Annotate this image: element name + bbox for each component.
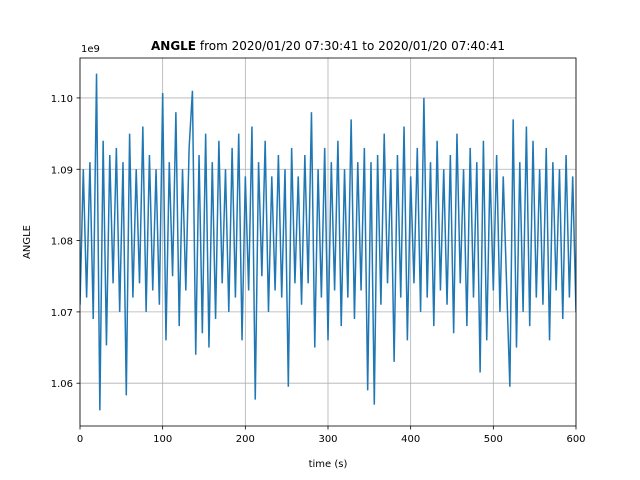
x-tick-label: 200 [236, 434, 255, 445]
y-tick-label: 1.06 [51, 379, 73, 390]
y-tick-label: 1.08 [51, 237, 73, 248]
y-tick-label: 1.09 [51, 165, 73, 176]
x-tick-label: 100 [153, 434, 172, 445]
x-axis-label: time (s) [309, 459, 348, 470]
x-tick-label: 600 [566, 434, 585, 445]
x-tick-label: 300 [318, 434, 337, 445]
offset-label: 1e9 [81, 44, 100, 55]
x-tick-label: 500 [484, 434, 503, 445]
title-rest: from 2020/01/20 07:30:41 to 2020/01/20 0… [200, 39, 505, 53]
y-tick-label: 1.07 [51, 308, 73, 319]
x-tick-label: 400 [401, 434, 420, 445]
y-axis-label: ANGLE [22, 225, 33, 259]
plot-frame [79, 57, 577, 427]
title-bold: ANGLE [151, 39, 196, 53]
y-tick-label: 1.10 [51, 94, 73, 105]
data-line [80, 73, 576, 411]
x-tick-label: 0 [77, 434, 83, 445]
chart-title: ANGLE from 2020/01/20 07:30:41 to 2020/0… [151, 39, 505, 53]
